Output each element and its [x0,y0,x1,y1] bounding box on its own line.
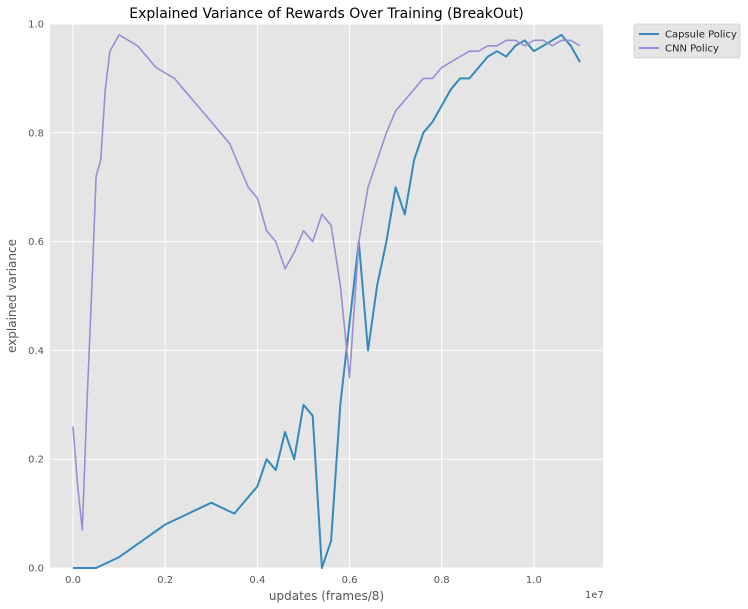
x-tick-label: 0.6 [342,575,358,586]
legend-label-capsule-policy: Capsule Policy [665,30,737,41]
plot-background [50,24,603,568]
series-line-capsule-policy [73,33,581,569]
y-tick-label: 1.0 [28,20,44,31]
x-tick-label: 0.8 [434,575,450,586]
legend-label-cnn-policy: CNN Policy [665,44,719,55]
legend-box [633,23,741,59]
x-tick-label: 0.4 [249,575,265,586]
y-tick-labels: 0.0 0.2 0.4 0.6 0.8 1.0 [28,20,44,575]
y-axis-label: explained variance [5,239,19,353]
chart-title: Explained Variance of Rewards Over Train… [129,6,523,22]
x-tick-label: 0.0 [65,575,81,586]
x-axis-offset-label: 1e7 [585,590,604,601]
y-tick-label: 0.2 [28,455,44,466]
grid-lines [50,23,603,569]
x-axis-label: updates (frames/8) [269,589,384,603]
series-line-cnn-policy [72,34,581,531]
y-tick-label: 0.6 [28,237,44,248]
series-lines [72,33,581,569]
x-tick-label: 0.2 [157,575,173,586]
legend: Capsule Policy CNN Policy [633,23,741,59]
y-tick-label: 0.0 [28,564,44,575]
x-tick-labels: 0.0 0.2 0.4 0.6 0.8 1.0 [65,575,542,586]
y-tick-label: 0.8 [28,128,44,139]
x-tick-label: 1.0 [526,575,542,586]
y-tick-label: 0.4 [28,346,44,357]
